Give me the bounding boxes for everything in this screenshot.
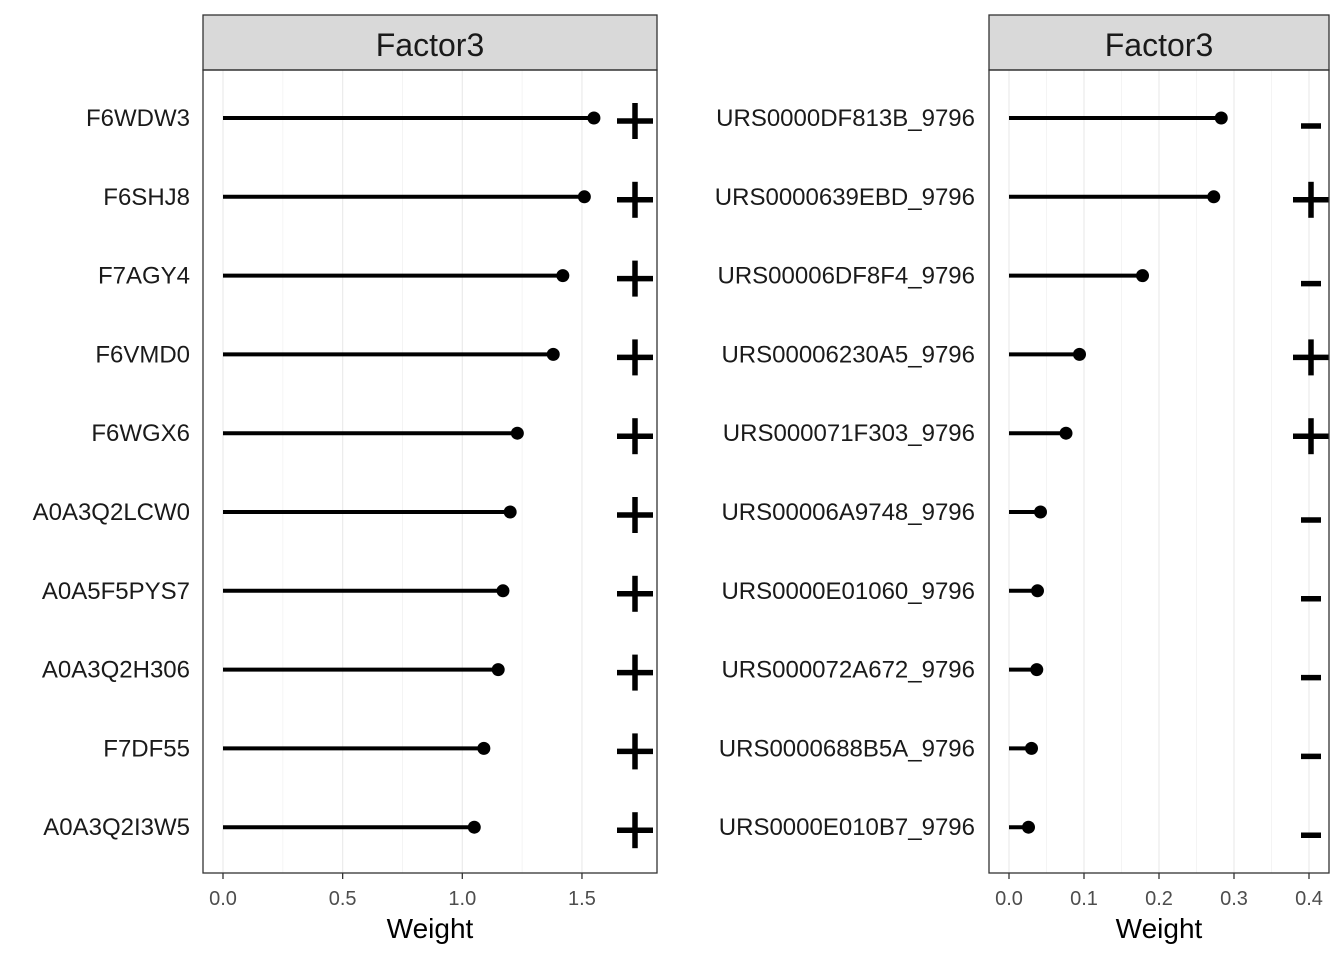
category-label: URS000072A672_9796 — [721, 657, 975, 684]
category-label: F6SHJ8 — [103, 184, 190, 211]
panel-border — [202, 69, 658, 874]
lollipop-point — [503, 505, 517, 519]
panel-background — [203, 70, 657, 873]
category-label: URS00006A9748_9796 — [721, 499, 975, 526]
category-label: URS0000DF813B_9796 — [716, 105, 975, 132]
x-tick-label: 0.3 — [1220, 888, 1248, 910]
lollipop-point — [510, 426, 524, 440]
x-tick-label: 0.2 — [1145, 888, 1173, 910]
x-tick-label: 0.4 — [1295, 888, 1323, 910]
category-label: URS000071F303_9796 — [723, 420, 975, 447]
category-label: URS00006230A5_9796 — [721, 341, 975, 368]
x-tick-label: 0.5 — [329, 888, 357, 910]
category-label: F6WGX6 — [91, 420, 190, 447]
lollipop-point — [1025, 741, 1038, 755]
lollipop-point — [1214, 111, 1228, 125]
x-axis-title: Weight — [387, 913, 474, 944]
category-label: A0A3Q2H306 — [42, 657, 190, 684]
x-tick-label: 1.0 — [448, 888, 476, 910]
category-label: F6WDW3 — [86, 105, 190, 132]
category-label: F6VMD0 — [95, 341, 190, 368]
x-tick-label: 0.0 — [995, 888, 1023, 910]
category-label: URS0000E01060_9796 — [721, 578, 975, 605]
lollipop-point — [496, 584, 510, 598]
category-label: A0A3Q2I3W5 — [43, 814, 190, 841]
category-label: F7AGY4 — [98, 263, 190, 290]
panel-left: Factor3 F6WDW3 F6SHJ8 F7AGY4 F6VMD0 F6WGX6 A0A… — [33, 14, 658, 944]
lollipop-point — [1022, 820, 1035, 834]
category-label: URS0000639EBD_9796 — [715, 184, 975, 211]
facet-strip-title: Factor3 — [1105, 27, 1213, 63]
lollipop-point — [577, 190, 591, 204]
lollipop-point — [556, 269, 570, 283]
panel-right: Factor3 URS0000DF813B_9796 URS0000639EBD_9… — [715, 14, 1330, 944]
category-label: A0A5F5PYS7 — [42, 578, 190, 605]
x-tick-label: 0.1 — [1070, 888, 1098, 910]
x-tick-label: 1.5 — [568, 888, 596, 910]
lollipop-point — [1136, 269, 1149, 283]
category-label: URS0000E010B7_9796 — [719, 814, 975, 841]
category-label: URS0000688B5A_9796 — [719, 735, 975, 762]
category-label: F7DF55 — [103, 735, 190, 762]
lollipop-point — [1207, 190, 1221, 204]
lollipop-point — [1073, 347, 1086, 361]
lollipop-point — [546, 347, 560, 361]
lollipop-point — [1059, 426, 1073, 440]
category-label: URS00006DF8F4_9796 — [718, 263, 976, 290]
facet-strip-title: Factor3 — [376, 27, 484, 63]
x-axis-title: Weight — [1116, 913, 1203, 944]
lollipop-point — [491, 663, 505, 677]
facet-strip — [988, 14, 1330, 71]
lollipop-point — [587, 111, 601, 125]
category-label: A0A3Q2LCW0 — [33, 499, 190, 526]
lollipop-point — [477, 741, 491, 755]
lollipop-point — [467, 820, 481, 834]
lollipop-point — [1034, 505, 1047, 519]
x-tick-label: 0.0 — [209, 888, 237, 910]
lollipop-point — [1030, 663, 1044, 677]
lollipop-point — [1031, 584, 1044, 598]
